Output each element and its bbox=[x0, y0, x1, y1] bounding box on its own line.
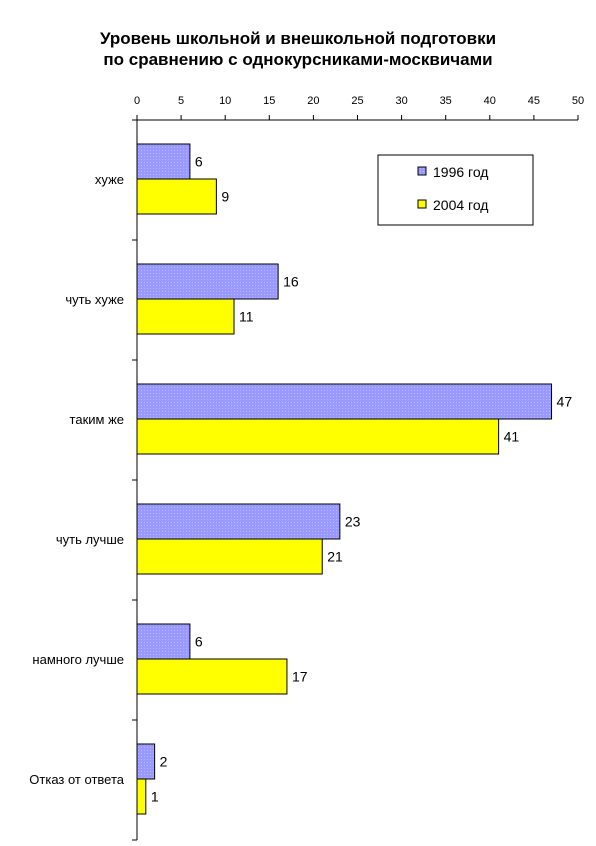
x-tick-label: 10 bbox=[219, 95, 231, 107]
bar-1996 bbox=[136, 503, 341, 540]
chart-title: Уровень школьной и внешкольной подготовк… bbox=[0, 28, 596, 70]
legend: 1996 год 2004 год bbox=[377, 154, 534, 226]
x-tick-label: 40 bbox=[484, 95, 496, 107]
axes: 0 5 10 15 20 25 30 35 40 45 50 хуже чуть хуже таким ж… bbox=[29, 95, 584, 841]
bar-2004 bbox=[136, 778, 147, 815]
x-tick-label: 20 bbox=[307, 95, 319, 107]
category-label: хуже bbox=[95, 172, 124, 187]
category-label: таким же bbox=[70, 412, 124, 427]
data-label: 17 bbox=[292, 669, 308, 685]
bar-2004 bbox=[136, 298, 235, 335]
data-label: 9 bbox=[221, 189, 229, 205]
data-label: 21 bbox=[327, 549, 343, 565]
data-label: 2 bbox=[160, 754, 168, 770]
chart-title-line-1: Уровень школьной и внешкольной подготовк… bbox=[99, 29, 497, 48]
x-tick-label: 25 bbox=[351, 95, 363, 107]
data-label: 47 bbox=[557, 394, 573, 410]
x-tick-label: 35 bbox=[440, 95, 452, 107]
bar-2004 bbox=[136, 538, 323, 575]
bar-1996 bbox=[136, 623, 191, 660]
bar-1996 bbox=[136, 263, 279, 300]
bar-2004 bbox=[136, 418, 500, 455]
data-label: 1 bbox=[151, 789, 159, 805]
bars bbox=[136, 143, 553, 815]
x-tick-label: 45 bbox=[528, 95, 540, 107]
category-label: намного лучше bbox=[32, 652, 124, 667]
x-tick-label: 0 bbox=[134, 95, 140, 107]
legend-label-2004: 2004 год bbox=[433, 197, 488, 213]
category-label: чуть хуже bbox=[65, 292, 124, 307]
legend-box bbox=[377, 154, 534, 226]
bar-1996 bbox=[136, 143, 191, 180]
data-label: 23 bbox=[345, 514, 361, 530]
legend-swatch-2004 bbox=[417, 199, 427, 209]
x-tick-label: 5 bbox=[178, 95, 184, 107]
legend-label-1996: 1996 год bbox=[433, 164, 488, 180]
bar-2004 bbox=[136, 658, 288, 695]
bar-1996 bbox=[136, 743, 156, 780]
category-label: Отказ от ответа bbox=[29, 772, 124, 787]
bar-1996 bbox=[136, 383, 553, 420]
data-label: 6 bbox=[195, 634, 203, 650]
x-tick-label: 30 bbox=[395, 95, 407, 107]
category-label: чуть лучше bbox=[56, 532, 124, 547]
x-tick-label: 15 bbox=[263, 95, 275, 107]
x-tick-label: 50 bbox=[572, 95, 584, 107]
chart-title-line-2: по сравнению с однокурсниками-москвичами bbox=[103, 50, 493, 69]
data-label: 11 bbox=[239, 309, 254, 325]
data-label: 16 bbox=[283, 274, 299, 290]
bar-2004 bbox=[136, 178, 217, 215]
data-label: 41 bbox=[504, 429, 520, 445]
data-label: 6 bbox=[195, 154, 203, 170]
legend-swatch-1996 bbox=[417, 166, 427, 176]
